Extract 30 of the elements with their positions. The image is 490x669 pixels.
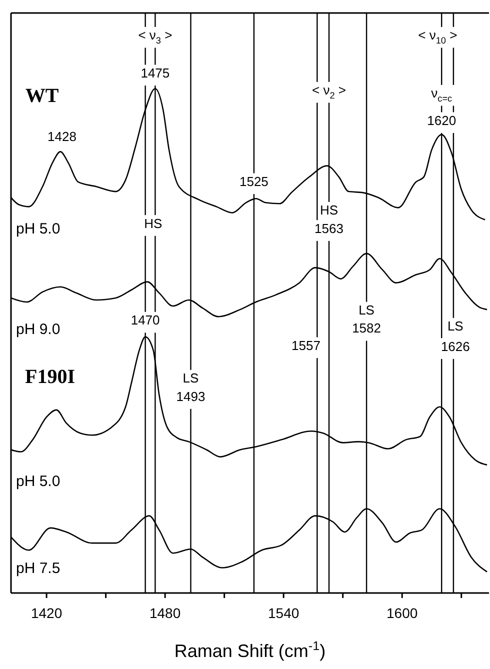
x-axis-title: Raman Shift (cm$^{-1}$) <box>174 639 326 661</box>
annotation: < ν$_{3}$ > <box>138 28 172 46</box>
annotation: 1563 <box>314 221 344 236</box>
annotation: WT <box>25 84 60 107</box>
series-label: pH 5.0 <box>16 220 60 238</box>
annotation: 1470 <box>130 313 160 328</box>
x-tick-label: 1600 <box>386 604 418 621</box>
series-label: pH 5.0 <box>16 472 60 490</box>
annotation: LS <box>358 303 375 318</box>
annotation: 1557 <box>292 338 320 354</box>
annotation: 1428 <box>48 129 76 144</box>
annotation: 1620 <box>427 113 456 128</box>
annotation: ν$_{c=c}$ <box>431 86 452 104</box>
annotation: LS <box>447 319 464 334</box>
annotation: < ν$_{2}$ > <box>312 83 346 102</box>
annotation: < ν$_{10}$ > <box>418 28 458 46</box>
annotation: 1582 <box>352 321 381 336</box>
annotation: 1493 <box>176 389 206 404</box>
annotation: HS <box>320 203 338 218</box>
annotation: 1475 <box>140 66 170 81</box>
annotation: HS <box>144 216 163 232</box>
annotation: LS <box>182 371 200 386</box>
x-tick-label: 1420 <box>30 604 62 621</box>
x-tick-label: 1480 <box>149 604 181 621</box>
annotation: F190I <box>25 366 76 388</box>
x-tick-label: 1540 <box>268 604 300 621</box>
annotation: 1525 <box>239 174 268 190</box>
series-label: pH 7.5 <box>16 560 60 578</box>
series-label: pH 9.0 <box>16 320 60 338</box>
annotation: 1626 <box>440 339 470 354</box>
